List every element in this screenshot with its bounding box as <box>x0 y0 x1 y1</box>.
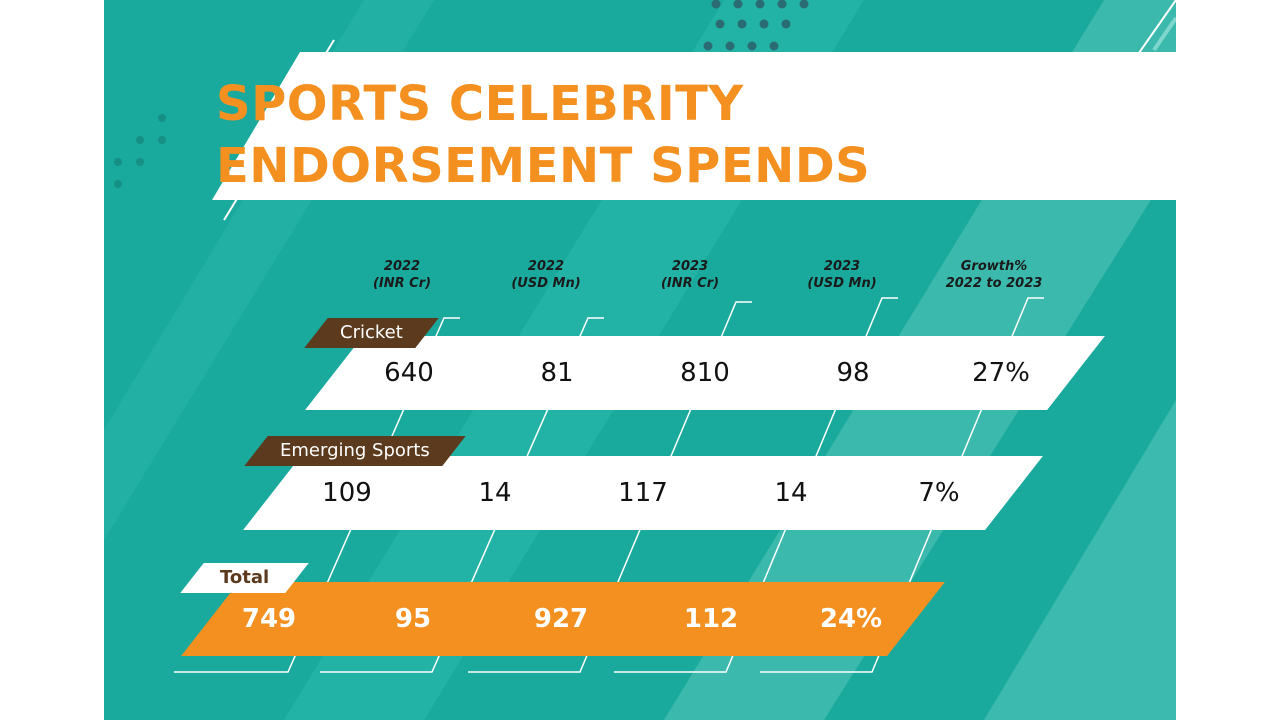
accent-line-3 <box>1152 16 1176 52</box>
column-header-year: 2022 <box>383 259 421 274</box>
cell-cricket-growth: 27% <box>926 336 1076 410</box>
column-header-year: Growth% <box>960 259 1028 274</box>
chart-title-line-2: ENDORSEMENT SPENDS <box>216 138 871 194</box>
dot-cluster-top <box>703 0 809 51</box>
column-header-year: 2023 <box>671 259 709 274</box>
cell-cricket-2022-usd: 81 <box>482 336 632 410</box>
column-header-year: 2022 <box>527 259 565 274</box>
column-header-unit: (USD Mn) <box>511 276 581 291</box>
column-header-2022-usd: 2022 (USD Mn) <box>476 258 616 292</box>
cell-emerging-2022-usd: 14 <box>420 456 570 530</box>
accent-line-2 <box>1133 0 1176 61</box>
cell-total-2022-usd: 95 <box>394 604 432 634</box>
chart-title-line-1: SPORTS CELEBRITY <box>216 76 744 132</box>
cell-emerging-2023-inr: 117 <box>568 456 718 530</box>
cell-cricket-2023-usd: 98 <box>778 336 928 410</box>
cell-total-growth: 24% <box>819 604 883 634</box>
column-header-2022-inr: 2022 (INR Cr) <box>332 258 472 292</box>
column-header-growth: Growth% 2022 to 2023 <box>924 258 1064 292</box>
cell-emerging-growth: 7% <box>864 456 1014 530</box>
cell-total-2023-usd: 112 <box>683 604 739 634</box>
column-header-2023-inr: 2023 (INR Cr) <box>620 258 760 292</box>
cell-emerging-2022-inr: 109 <box>272 456 422 530</box>
title-banner <box>212 52 1176 200</box>
row-label-cricket: Cricket <box>316 318 427 348</box>
cell-total-2022-inr: 749 <box>241 604 297 634</box>
column-header-unit: (USD Mn) <box>807 276 877 291</box>
row-label-emerging-sports: Emerging Sports <box>256 436 454 466</box>
cell-cricket-2022-inr: 640 <box>334 336 484 410</box>
cell-emerging-2023-usd: 14 <box>716 456 866 530</box>
column-header-2023-usd: 2023 (USD Mn) <box>772 258 912 292</box>
column-header-unit: (INR Cr) <box>660 276 720 291</box>
column-header-unit: 2022 to 2023 <box>945 276 1043 291</box>
dot-cluster-left <box>114 114 166 188</box>
cell-cricket-2023-inr: 810 <box>630 336 780 410</box>
row-label-total: Total <box>192 563 297 593</box>
cell-total-2023-inr: 927 <box>533 604 589 634</box>
column-header-year: 2023 <box>823 259 861 274</box>
corner-shade <box>984 400 1176 720</box>
column-header-unit: (INR Cr) <box>372 276 432 291</box>
